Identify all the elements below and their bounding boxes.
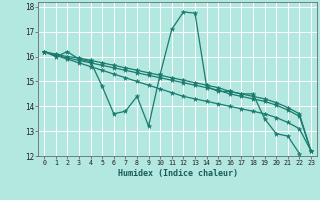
X-axis label: Humidex (Indice chaleur): Humidex (Indice chaleur)	[118, 169, 238, 178]
